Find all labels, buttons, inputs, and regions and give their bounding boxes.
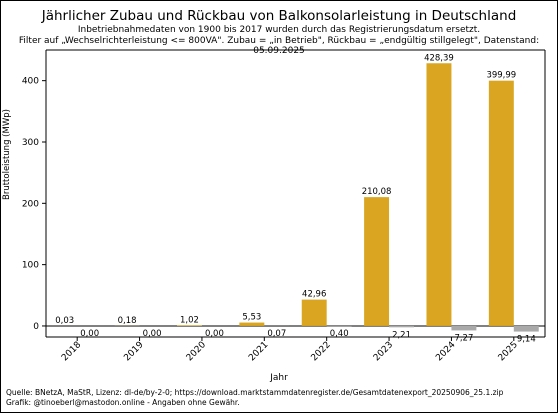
y-tick-label-0: 0	[33, 322, 39, 332]
chart-title: Jährlicher Zubau und Rückbau von Balkons…	[41, 8, 517, 24]
data-label-rueckbau-2019: 0,00	[143, 329, 162, 339]
data-label-rueckbau-2022: 0,40	[330, 329, 349, 339]
bar-rueckbau-2025	[513, 325, 539, 332]
data-label-zubau-2022: 42,96	[302, 290, 326, 300]
data-label-zubau-2023: 210,08	[362, 187, 392, 197]
x-tick-label-2018: 2018	[60, 340, 83, 363]
data-label-rueckbau-2024: 7,27	[454, 333, 473, 343]
data-label-zubau-2020: 1,02	[180, 315, 199, 325]
bar-zubau-2023	[364, 197, 390, 326]
data-label-zubau-2019: 0,18	[118, 316, 137, 326]
y-tick-label-300: 300	[22, 138, 39, 148]
data-label-rueckbau-2021: 0,07	[267, 329, 286, 339]
x-tick-label-2021: 2021	[247, 340, 270, 363]
data-label-rueckbau-2023: 2,21	[392, 330, 411, 340]
data-label-zubau-2024: 428,39	[424, 53, 454, 63]
footer-source: Quelle: BNetzA, MaStR, Lizenz: dl-de/by-…	[6, 388, 504, 397]
bar-zubau-2020	[176, 325, 202, 326]
x-tick-label-2020: 2020	[185, 340, 208, 363]
bar-zubau-2024	[426, 63, 452, 326]
footer-credit: Grafik: @tinoeberl@mastodon.online - Ang…	[6, 398, 240, 407]
data-label-zubau-2025: 399,99	[486, 71, 516, 81]
x-axis-label: Jahr	[270, 373, 288, 383]
bar-rueckbau-2024	[451, 325, 477, 331]
data-label-zubau-2018: 0,03	[55, 316, 74, 326]
x-tick-label-2019: 2019	[122, 340, 145, 363]
data-label-zubau-2021: 5,53	[242, 313, 261, 323]
x-tick-label-2023: 2023	[372, 340, 395, 363]
bar-rueckbau-2023	[389, 325, 415, 328]
chart-subtitle-line-1: Inbetriebnahmedaten von 1900 bis 2017 wu…	[77, 25, 481, 35]
y-tick-label-200: 200	[22, 199, 39, 209]
bar-zubau-2025	[488, 80, 514, 326]
y-axis-label: Bruttoleistung (MWp)	[2, 109, 12, 200]
y-tick-label-400: 400	[22, 77, 39, 87]
bar-zubau-2021	[239, 322, 265, 326]
x-tick-label-2022: 2022	[310, 340, 333, 363]
data-label-rueckbau-2020: 0,00	[205, 329, 224, 339]
data-label-rueckbau-2018: 0,00	[80, 329, 99, 339]
y-tick-label-100: 100	[22, 261, 39, 271]
bar-zubau-2022	[301, 299, 327, 326]
data-label-rueckbau-2025: 9,14	[517, 335, 536, 345]
chart-subtitle-line-2: Filter auf „Wechselrichterleistung <= 80…	[18, 36, 540, 56]
